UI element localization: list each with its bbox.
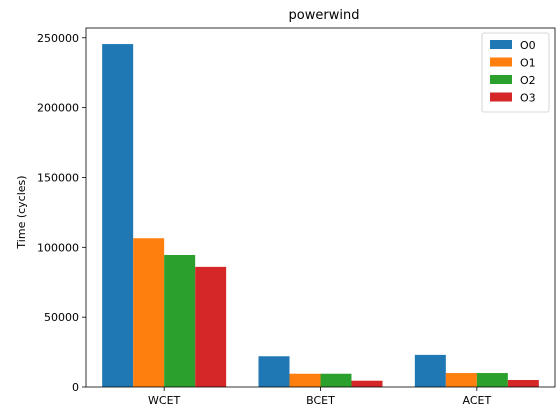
y-tick-label: 150000 xyxy=(37,171,79,184)
bar-acet-o1 xyxy=(445,373,477,387)
bar-bcet-o2 xyxy=(320,373,352,387)
y-tick-label: 250000 xyxy=(37,32,79,45)
y-tick-label: 0 xyxy=(72,381,79,394)
legend-swatch-o3 xyxy=(490,92,512,102)
legend-swatch-o0 xyxy=(490,40,512,49)
bar-wcet-o2 xyxy=(164,254,196,387)
bar-acet-o2 xyxy=(476,373,508,387)
y-tick-label: 200000 xyxy=(37,102,79,115)
bar-bcet-o0 xyxy=(258,356,290,387)
plot-frame xyxy=(85,27,556,388)
legend-swatch-o2 xyxy=(490,75,512,84)
bar-bcet-o1 xyxy=(289,373,321,387)
bars-layer xyxy=(102,44,539,387)
y-tick-label: 100000 xyxy=(37,241,79,254)
x-tick-label-acet: ACET xyxy=(462,394,491,407)
legend-label-o3: O3 xyxy=(520,92,536,105)
bar-wcet-o0 xyxy=(102,44,134,387)
legend-box xyxy=(481,32,550,113)
bar-bcet-o3 xyxy=(351,380,383,387)
y-tick-label: 50000 xyxy=(44,311,79,324)
legend-label-o2: O2 xyxy=(520,74,536,87)
x-tick-label-bcet: BCET xyxy=(306,394,335,407)
legend-label-o0: O0 xyxy=(520,39,536,52)
legend-swatch-o1 xyxy=(490,57,512,67)
y-axis-label: Time (cycles) xyxy=(15,175,28,249)
axes-layer: WCET BCET ACET 0 50000 100000 150000 200000 2500… xyxy=(37,27,556,407)
bar-acet-o3 xyxy=(507,380,539,387)
legend-label-o1: O1 xyxy=(520,57,536,70)
bar-wcet-o1 xyxy=(133,238,165,387)
bar-acet-o0 xyxy=(414,354,446,387)
legend: O0 O1 O2 O3 xyxy=(481,32,550,113)
chart-title: powerwind xyxy=(289,8,360,23)
bar-wcet-o3 xyxy=(195,266,227,387)
x-tick-label-wcet: WCET xyxy=(148,394,181,407)
